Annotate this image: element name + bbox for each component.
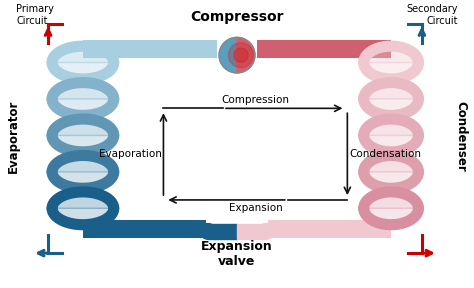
Circle shape bbox=[258, 223, 274, 239]
Polygon shape bbox=[364, 46, 419, 62]
Polygon shape bbox=[219, 37, 237, 73]
Bar bbox=[237, 223, 266, 239]
Bar bbox=[208, 223, 237, 239]
Polygon shape bbox=[52, 83, 114, 99]
Text: Condensation: Condensation bbox=[349, 149, 421, 159]
Polygon shape bbox=[52, 172, 114, 188]
Text: Expansion: Expansion bbox=[228, 203, 282, 213]
Text: Evaporation: Evaporation bbox=[99, 149, 162, 159]
Circle shape bbox=[234, 48, 248, 62]
Polygon shape bbox=[52, 135, 114, 152]
Polygon shape bbox=[364, 192, 419, 208]
Polygon shape bbox=[52, 208, 114, 225]
Polygon shape bbox=[364, 156, 419, 172]
Polygon shape bbox=[364, 62, 419, 79]
Polygon shape bbox=[364, 119, 419, 135]
Polygon shape bbox=[52, 62, 114, 79]
Text: Evaporator: Evaporator bbox=[7, 99, 20, 173]
Text: Expansion
valve: Expansion valve bbox=[201, 240, 273, 268]
Text: Condenser: Condenser bbox=[454, 101, 467, 171]
Polygon shape bbox=[364, 83, 419, 99]
Polygon shape bbox=[52, 99, 114, 115]
Polygon shape bbox=[52, 46, 114, 62]
Polygon shape bbox=[52, 119, 114, 135]
Polygon shape bbox=[52, 156, 114, 172]
Text: Primary
Circuit: Primary Circuit bbox=[16, 4, 54, 26]
Text: Secondary
Circuit: Secondary Circuit bbox=[406, 4, 458, 26]
Circle shape bbox=[200, 223, 216, 239]
Polygon shape bbox=[364, 172, 419, 188]
Polygon shape bbox=[364, 99, 419, 115]
Circle shape bbox=[228, 43, 254, 68]
Polygon shape bbox=[364, 135, 419, 152]
Text: Compressor: Compressor bbox=[190, 10, 284, 24]
Text: Compression: Compression bbox=[221, 95, 290, 105]
Polygon shape bbox=[237, 37, 255, 73]
Polygon shape bbox=[52, 192, 114, 208]
Polygon shape bbox=[364, 208, 419, 225]
